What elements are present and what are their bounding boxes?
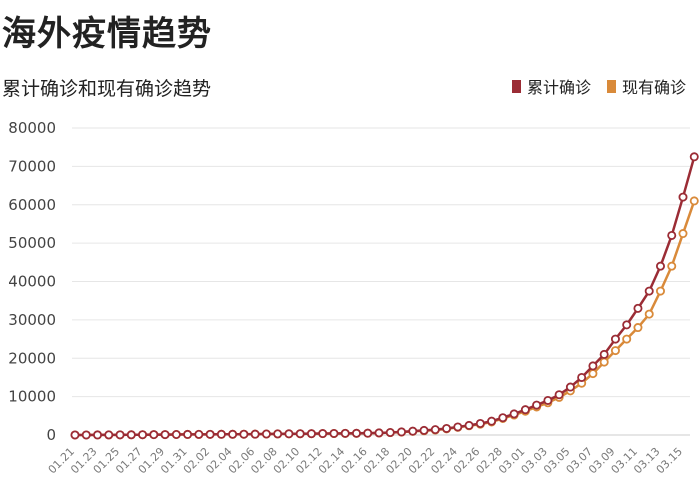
data-point-cumulative[interactable] bbox=[104, 430, 114, 440]
data-point-cumulative[interactable] bbox=[565, 382, 575, 392]
data-point-cumulative[interactable] bbox=[655, 261, 665, 271]
data-point-cumulative[interactable] bbox=[532, 400, 542, 410]
series-line-cumulative bbox=[74, 156, 696, 437]
y-tick-label: 70000 bbox=[8, 157, 56, 175]
data-point-cumulative[interactable] bbox=[93, 430, 103, 440]
data-point-cumulative[interactable] bbox=[239, 429, 249, 439]
data-point-cumulative[interactable] bbox=[363, 428, 373, 438]
data-point-cumulative[interactable] bbox=[171, 430, 181, 440]
data-point-cumulative[interactable] bbox=[442, 423, 452, 433]
data-point-cumulative[interactable] bbox=[126, 430, 136, 440]
y-axis: 0 10000 20000 30000 40000 50000 60000 70000 8000… bbox=[8, 119, 56, 444]
data-point-current[interactable] bbox=[655, 286, 665, 296]
data-point-cumulative[interactable] bbox=[610, 334, 620, 344]
data-point-cumulative[interactable] bbox=[340, 428, 350, 438]
data-point-cumulative[interactable] bbox=[475, 418, 485, 428]
data-point-current[interactable] bbox=[588, 369, 598, 379]
data-point-cumulative[interactable] bbox=[261, 429, 271, 439]
page-title: 海外疫情趋势 bbox=[2, 14, 212, 54]
data-point-cumulative[interactable] bbox=[160, 430, 170, 440]
data-point-cumulative[interactable] bbox=[329, 428, 339, 438]
data-point-cumulative[interactable] bbox=[577, 372, 587, 382]
data-point-cumulative[interactable] bbox=[464, 420, 474, 430]
data-point-cumulative[interactable] bbox=[115, 430, 125, 440]
data-point-cumulative[interactable] bbox=[453, 422, 463, 432]
data-point-cumulative[interactable] bbox=[385, 428, 395, 438]
data-point-current[interactable] bbox=[610, 346, 620, 356]
data-point-cumulative[interactable] bbox=[599, 349, 609, 359]
legend-item-cumulative[interactable]: 累计确诊 bbox=[511, 74, 591, 98]
data-point-cumulative[interactable] bbox=[250, 429, 260, 439]
data-point-current[interactable] bbox=[622, 334, 632, 344]
legend-swatch-cumulative bbox=[511, 79, 521, 93]
data-point-cumulative[interactable] bbox=[633, 303, 643, 313]
data-point-cumulative[interactable] bbox=[543, 395, 553, 405]
series-line-current bbox=[74, 200, 696, 437]
y-tick-label: 30000 bbox=[8, 311, 56, 329]
data-point-cumulative[interactable] bbox=[138, 430, 148, 440]
data-point-cumulative[interactable] bbox=[498, 413, 508, 423]
data-point-cumulative[interactable] bbox=[588, 361, 598, 371]
data-point-cumulative[interactable] bbox=[509, 409, 519, 419]
grid-layer bbox=[72, 127, 690, 436]
data-point-cumulative[interactable] bbox=[667, 230, 677, 240]
data-point-cumulative[interactable] bbox=[318, 429, 328, 439]
data-point-cumulative[interactable] bbox=[487, 416, 497, 426]
y-tick-label: 40000 bbox=[8, 273, 56, 291]
x-axis: 01.2101.2301.2501.2701.2901.3102.0202.04… bbox=[46, 445, 685, 476]
data-point-cumulative[interactable] bbox=[205, 429, 215, 439]
y-tick-label: 0 bbox=[46, 426, 56, 444]
data-point-cumulative[interactable] bbox=[149, 430, 159, 440]
data-point-cumulative[interactable] bbox=[397, 427, 407, 437]
data-point-cumulative[interactable] bbox=[228, 429, 238, 439]
data-point-current[interactable] bbox=[599, 357, 609, 367]
data-point-cumulative[interactable] bbox=[70, 430, 80, 440]
y-tick-label: 20000 bbox=[8, 349, 56, 367]
data-point-cumulative[interactable] bbox=[430, 425, 440, 435]
series-layer bbox=[70, 152, 699, 440]
data-point-cumulative[interactable] bbox=[689, 152, 699, 162]
y-tick-label: 10000 bbox=[8, 388, 56, 406]
legend-label-cumulative: 累计确诊 bbox=[526, 78, 591, 97]
data-point-current[interactable] bbox=[678, 229, 688, 239]
data-point-cumulative[interactable] bbox=[273, 429, 283, 439]
y-tick-label: 60000 bbox=[8, 196, 56, 214]
legend-item-current[interactable]: 现有确诊 bbox=[606, 74, 686, 98]
data-point-current[interactable] bbox=[644, 309, 654, 319]
data-point-cumulative[interactable] bbox=[306, 429, 316, 439]
y-tick-label: 80000 bbox=[8, 119, 56, 137]
data-point-cumulative[interactable] bbox=[284, 429, 294, 439]
data-point-cumulative[interactable] bbox=[194, 429, 204, 439]
data-point-current[interactable] bbox=[633, 323, 643, 333]
data-point-cumulative[interactable] bbox=[644, 286, 654, 296]
y-tick-label: 50000 bbox=[8, 234, 56, 252]
data-point-cumulative[interactable] bbox=[554, 390, 564, 400]
legend-label-current: 现有确诊 bbox=[621, 78, 686, 97]
data-point-cumulative[interactable] bbox=[678, 192, 688, 202]
chart-subtitle: 累计确诊和现有确诊趋势 bbox=[2, 78, 212, 100]
legend-swatch-current bbox=[606, 79, 616, 93]
data-point-cumulative[interactable] bbox=[520, 405, 530, 415]
data-point-current[interactable] bbox=[667, 261, 677, 271]
data-point-cumulative[interactable] bbox=[183, 429, 193, 439]
data-point-cumulative[interactable] bbox=[216, 429, 226, 439]
data-point-cumulative[interactable] bbox=[408, 426, 418, 436]
data-point-cumulative[interactable] bbox=[81, 430, 91, 440]
data-point-cumulative[interactable] bbox=[351, 428, 361, 438]
data-point-cumulative[interactable] bbox=[622, 320, 632, 330]
data-point-cumulative[interactable] bbox=[295, 429, 305, 439]
data-point-cumulative[interactable] bbox=[374, 428, 384, 438]
data-point-cumulative[interactable] bbox=[419, 425, 429, 435]
data-point-current[interactable] bbox=[689, 196, 699, 206]
x-tick-label: 03.15 bbox=[654, 445, 685, 476]
chart-legend: 累计确诊 现有确诊 bbox=[511, 74, 686, 98]
